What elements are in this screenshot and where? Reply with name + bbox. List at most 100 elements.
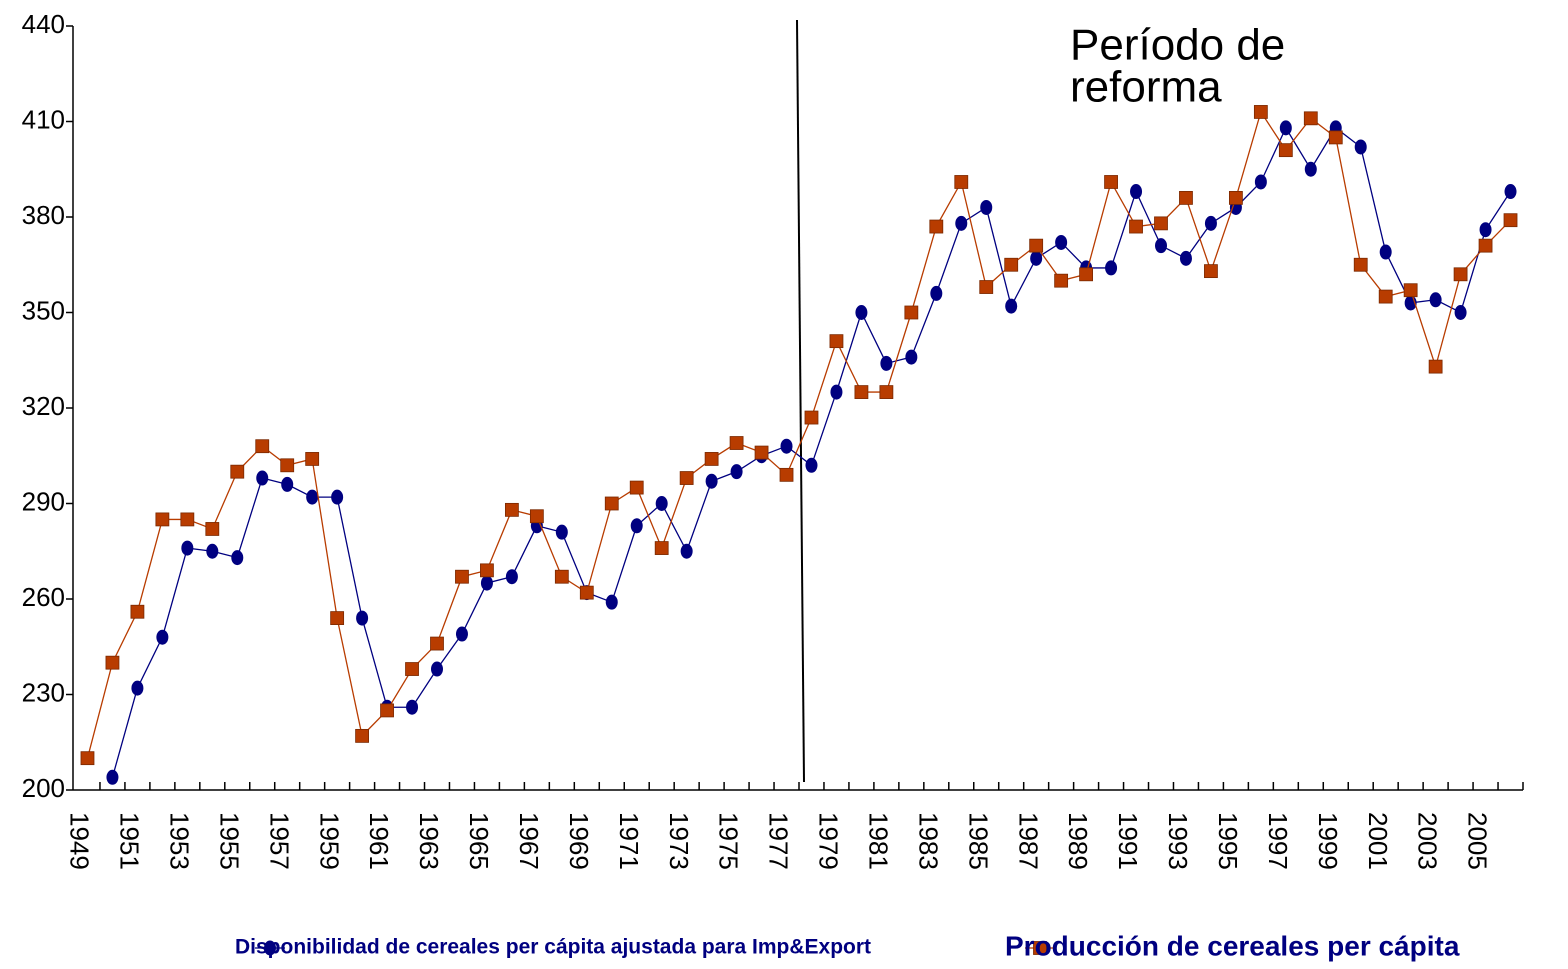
data-point bbox=[356, 610, 369, 626]
data-point bbox=[629, 480, 644, 495]
data-point bbox=[1129, 219, 1143, 234]
data-point bbox=[1105, 260, 1118, 276]
x-tick-label: 1993 bbox=[1163, 812, 1193, 870]
data-point bbox=[754, 445, 769, 460]
annotation: Período de bbox=[1070, 21, 1285, 70]
data-point bbox=[431, 661, 443, 677]
data-point bbox=[1004, 257, 1019, 272]
data-point bbox=[1279, 120, 1292, 136]
data-point bbox=[1428, 359, 1443, 374]
data-point bbox=[905, 349, 918, 365]
x-tick-label: 1995 bbox=[1213, 812, 1243, 870]
data-point bbox=[1403, 283, 1418, 298]
y-tick-label: 410 bbox=[22, 104, 65, 134]
data-point bbox=[181, 540, 194, 556]
x-tick-label: 1959 bbox=[314, 812, 344, 870]
data-point bbox=[455, 569, 469, 584]
x-tick-label: 1989 bbox=[1063, 812, 1093, 870]
x-tick-label: 2005 bbox=[1463, 812, 1493, 870]
data-point bbox=[880, 355, 893, 371]
data-point bbox=[305, 452, 320, 466]
x-tick-label: 1963 bbox=[414, 812, 444, 870]
data-point bbox=[1179, 190, 1193, 205]
data-point bbox=[106, 769, 119, 785]
series-line bbox=[86, 110, 1511, 759]
data-point bbox=[1254, 174, 1267, 190]
data-point bbox=[579, 585, 594, 600]
x-tick-label: 1985 bbox=[963, 812, 993, 870]
x-tick-label: 1965 bbox=[464, 812, 494, 870]
data-point bbox=[804, 410, 819, 425]
data-point bbox=[830, 384, 843, 400]
data-point bbox=[455, 626, 468, 642]
data-point bbox=[306, 489, 319, 505]
data-point bbox=[256, 470, 269, 486]
data-point bbox=[330, 611, 345, 625]
x-tick-label: 2001 bbox=[1363, 812, 1393, 870]
data-point bbox=[1005, 298, 1018, 314]
data-point bbox=[1429, 292, 1442, 308]
data-point bbox=[430, 636, 444, 651]
data-point bbox=[1130, 184, 1143, 200]
x-tick-label: 1973 bbox=[664, 812, 694, 870]
data-point bbox=[105, 655, 120, 670]
reform-divider bbox=[796, 19, 805, 783]
y-tick-label: 380 bbox=[22, 200, 65, 230]
data-point bbox=[156, 629, 169, 645]
data-point bbox=[1354, 139, 1367, 155]
data-point bbox=[155, 512, 170, 527]
data-point bbox=[1228, 190, 1243, 205]
data-point bbox=[405, 662, 419, 676]
x-tick-label: 1971 bbox=[614, 812, 644, 870]
data-point bbox=[281, 476, 294, 492]
data-point bbox=[979, 280, 994, 294]
legend-label: Producción de cereales per cápita bbox=[1005, 930, 1460, 961]
data-point bbox=[1204, 215, 1217, 231]
data-point bbox=[1029, 238, 1044, 253]
data-point bbox=[1504, 184, 1517, 200]
y-tick-label: 200 bbox=[22, 773, 65, 803]
x-tick-label: 1981 bbox=[864, 812, 894, 870]
legend-label: Disponibilidad de cereales per cápita aj… bbox=[235, 936, 871, 959]
x-tick-label: 1951 bbox=[115, 812, 145, 870]
data-point bbox=[779, 467, 794, 482]
data-point bbox=[679, 471, 694, 485]
legend-marker bbox=[1033, 941, 1047, 955]
y-tick-label: 440 bbox=[22, 9, 65, 39]
data-point bbox=[980, 199, 993, 215]
data-point bbox=[355, 728, 370, 743]
data-point bbox=[529, 509, 544, 524]
data-point bbox=[555, 524, 568, 540]
data-point bbox=[805, 457, 818, 473]
data-point bbox=[1478, 238, 1493, 253]
x-tick-label: 1975 bbox=[714, 812, 744, 870]
data-point bbox=[954, 175, 969, 189]
data-point bbox=[879, 385, 894, 399]
data-point bbox=[604, 496, 619, 511]
data-point bbox=[205, 522, 220, 536]
data-point bbox=[704, 452, 719, 466]
y-tick-label: 290 bbox=[22, 486, 65, 516]
data-point bbox=[1304, 161, 1317, 177]
x-tick-label: 2003 bbox=[1413, 812, 1443, 870]
y-tick-label: 320 bbox=[22, 391, 65, 421]
data-point bbox=[80, 751, 95, 766]
data-point bbox=[1104, 175, 1118, 189]
data-point bbox=[680, 543, 693, 559]
y-tick-label: 350 bbox=[22, 295, 65, 325]
annotation: reforma bbox=[1070, 63, 1222, 112]
data-point bbox=[180, 512, 195, 527]
data-point bbox=[929, 219, 944, 234]
data-point bbox=[1353, 257, 1368, 272]
data-point bbox=[1055, 234, 1068, 250]
data-point bbox=[480, 563, 494, 578]
series-line bbox=[111, 126, 1512, 778]
data-point bbox=[1030, 250, 1043, 266]
data-point bbox=[1378, 289, 1393, 304]
data-point bbox=[480, 575, 493, 591]
data-point bbox=[554, 569, 569, 584]
data-point bbox=[780, 438, 793, 454]
data-point bbox=[1303, 111, 1318, 126]
